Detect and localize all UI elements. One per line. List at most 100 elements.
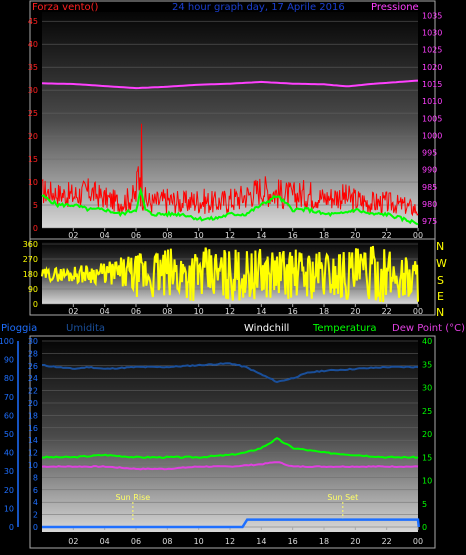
temperature-y-tick-label: 20: [422, 430, 432, 439]
rain-line: [42, 518, 421, 529]
panel-2-x-tick-label: 06: [131, 307, 141, 316]
panel-3-x-tick-label: 04: [100, 537, 110, 546]
panel-1-x-tick-label: 18: [319, 231, 329, 240]
panel-2-x-tick-label: 02: [68, 307, 78, 316]
sunrise-label: Sun Rise: [116, 493, 151, 502]
rain-y-tick-label: 14: [28, 436, 38, 445]
wind-speed-line: [41, 123, 419, 217]
panel-3-x-tick-label: 22: [382, 537, 392, 546]
compass-w: W: [436, 257, 447, 270]
panel-1-x-tick-label: 06: [131, 231, 141, 240]
temperature-y-tick-label: 15: [422, 453, 432, 462]
pressure-y-tick-label: 990: [422, 166, 437, 175]
panel-3-plot-area: [42, 340, 418, 532]
humidity-y-tick-label: 90: [4, 356, 14, 365]
wind-y-tick-label: 45: [28, 17, 38, 26]
pressure-y-tick-label: 975: [422, 217, 437, 226]
rain-y-tick-label: 24: [28, 374, 38, 383]
panel-2-x-tick-label: 08: [162, 307, 172, 316]
temperature-y-tick-label: 0: [422, 523, 427, 532]
humidity-y-tick-label: 30: [4, 467, 14, 476]
panel-3-x-tick-label: 02: [68, 537, 78, 546]
rain-y-tick-label: 8: [33, 473, 38, 482]
pressure-y-tick-label: 1020: [422, 63, 442, 72]
chart-title: 24 hour graph day, 17 Aprile 2016: [172, 2, 345, 13]
wind-y-tick-label: 10: [28, 178, 38, 187]
rain-y-tick-label: 2: [33, 511, 38, 520]
direction-y-tick-label: 90: [28, 285, 38, 294]
panel-2-x-tick-label: 00: [413, 307, 423, 316]
humidity-y-tick-label: 10: [4, 504, 14, 513]
panel-1-x-tick-label: 00: [413, 231, 423, 240]
rain-y-tick-label: 10: [28, 461, 38, 470]
panel-2-frame: [29, 238, 436, 316]
compass-n-top: N: [436, 240, 444, 253]
temperature-y-tick-label: 40: [422, 337, 432, 346]
direction-y-tick-label: 270: [23, 255, 38, 264]
compass-e: E: [437, 290, 444, 303]
humidity-y-tick-label: 70: [4, 393, 14, 402]
panel-3-x-tick-label: 12: [225, 537, 235, 546]
panel-1-x-tick-label: 22: [382, 231, 392, 240]
rain-y-tick-label: 30: [28, 337, 38, 346]
dewpoint-line: [41, 461, 419, 471]
panel-3-x-tick-label: 18: [319, 537, 329, 546]
pressure-axis-title: Pressione: [371, 2, 419, 13]
wind-direction-line: [41, 245, 419, 303]
rain-y-tick-label: 0: [33, 523, 38, 532]
panel-1-x-tick-label: 16: [288, 231, 298, 240]
panel-1-x-tick-label: 20: [350, 231, 360, 240]
humidity-y-tick-label: 60: [4, 411, 14, 420]
humidity-y-tick-label: 0: [9, 523, 14, 532]
panel-3-x-tick-label: 08: [162, 537, 172, 546]
panel-2-x-tick-label: 18: [319, 307, 329, 316]
temperature-y-tick-label: 30: [422, 384, 432, 393]
pressure-y-tick-label: 995: [422, 149, 437, 158]
windchill-legend: Windchill: [244, 323, 289, 334]
pressure-y-tick-label: 1010: [422, 97, 442, 106]
temperature-legend: Temperatura: [312, 323, 377, 334]
panel-2-x-tick-label: 20: [350, 307, 360, 316]
rain-y-tick-label: 22: [28, 387, 38, 396]
pressure-line: [41, 79, 419, 90]
wind-y-tick-label: 30: [28, 86, 38, 95]
panel-2-x-tick-label: 04: [100, 307, 110, 316]
humidity-line: [42, 362, 419, 384]
temperature-y-tick-label: 5: [422, 500, 427, 509]
panel-3-x-tick-label: 16: [288, 537, 298, 546]
humidity-y-tick-label: 100: [0, 337, 14, 346]
direction-y-tick-label: 180: [23, 270, 38, 279]
humidity-y-tick-label: 50: [4, 430, 14, 439]
panel-3-x-tick-label: 06: [131, 537, 141, 546]
wind-y-tick-label: 35: [28, 63, 38, 72]
wind-gust-line: [41, 186, 419, 226]
rain-y-tick-label: 28: [28, 349, 38, 358]
humidity-y-tick-label: 20: [4, 486, 14, 495]
panel-1-x-tick-label: 02: [68, 231, 78, 240]
pressure-y-tick-label: 1035: [422, 11, 442, 20]
rain-y-tick-label: 16: [28, 424, 38, 433]
direction-y-tick-label: 0: [33, 300, 38, 309]
rain-y-tick-label: 12: [28, 449, 38, 458]
rain-y-tick-label: 18: [28, 411, 38, 420]
wind-y-tick-label: 5: [33, 201, 38, 210]
rain-y-tick-label: 6: [33, 486, 38, 495]
wind-y-tick-label: 15: [28, 155, 38, 164]
sunset-label: Sun Set: [327, 493, 358, 502]
temperature-y-tick-label: 35: [422, 360, 432, 369]
pressure-y-tick-label: 1005: [422, 114, 442, 123]
rain-y-tick-label: 26: [28, 362, 38, 371]
dewpoint-legend: Dew Point (°C): [392, 323, 465, 334]
pressure-y-tick-label: 985: [422, 183, 437, 192]
direction-y-tick-label: 360: [23, 240, 38, 249]
panel-3-x-tick-label: 10: [194, 537, 204, 546]
humidity-y-tick-label: 80: [4, 374, 14, 383]
wind-y-tick-label: 0: [33, 224, 38, 233]
panel-2-x-tick-label: 22: [382, 307, 392, 316]
panel-1-x-tick-label: 08: [162, 231, 172, 240]
panel-2-x-tick-label: 10: [194, 307, 204, 316]
panel-2-x-tick-label: 12: [225, 307, 235, 316]
pressure-y-tick-label: 1000: [422, 131, 442, 140]
wind-y-tick-label: 20: [28, 132, 38, 141]
